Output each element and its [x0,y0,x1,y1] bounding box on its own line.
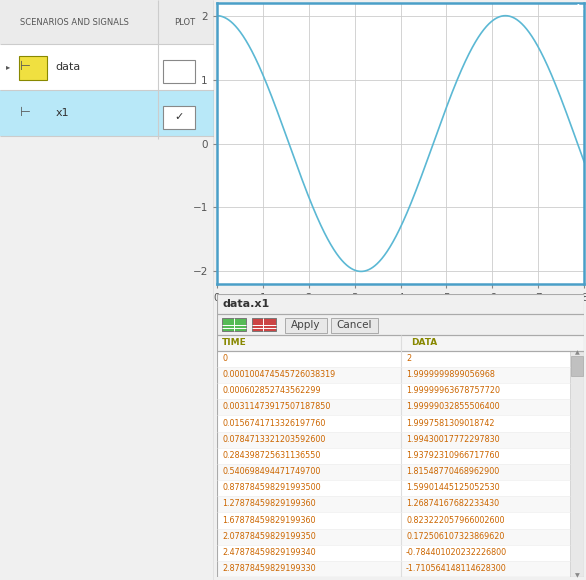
Bar [222,318,246,331]
Bar [331,318,379,332]
Text: 1.81548770468962900: 1.81548770468962900 [406,467,499,476]
Bar [217,335,584,351]
Text: -1.710564148114628300: -1.710564148114628300 [406,564,507,573]
Text: Cancel: Cancel [337,321,372,331]
Text: ▲: ▲ [574,350,580,355]
Text: 0.878784598291993500: 0.878784598291993500 [222,483,321,492]
Text: 1.99999963678757720: 1.99999963678757720 [406,386,500,396]
Text: SCENARIOS AND SIGNALS: SCENARIOS AND SIGNALS [21,17,130,27]
Text: 0: 0 [222,354,227,363]
Bar [217,512,570,528]
Bar [217,294,584,314]
Text: ✓: ✓ [174,112,183,122]
Text: ▼: ▼ [574,573,580,578]
Text: 0.823222057966002600: 0.823222057966002600 [406,516,505,525]
Text: 0.0784713321203592600: 0.0784713321203592600 [222,435,326,444]
Text: PLOT: PLOT [175,17,196,27]
Bar [162,60,195,83]
Bar [19,56,47,80]
Text: 1.59901445125052530: 1.59901445125052530 [406,483,500,492]
Bar [0,44,214,90]
Text: data.x1: data.x1 [222,299,270,309]
Text: x1: x1 [56,107,69,118]
Bar [217,367,570,383]
Bar [217,480,570,496]
Text: 2.07878459829199350: 2.07878459829199350 [222,532,316,541]
Bar [217,464,570,480]
Text: data: data [56,61,81,72]
Text: -0.784401020232226800: -0.784401020232226800 [406,548,507,557]
Text: 0.0156741713326197760: 0.0156741713326197760 [222,419,326,427]
Text: 0.00311473917507187850: 0.00311473917507187850 [222,403,331,411]
Bar [0,90,214,136]
Text: 0.540698494471749700: 0.540698494471749700 [222,467,321,476]
Text: 0.000100474545726038319: 0.000100474545726038319 [222,370,336,379]
Bar [217,561,570,577]
Bar [285,318,327,332]
Text: 1.9999999899056968: 1.9999999899056968 [406,370,495,379]
Bar [217,545,570,561]
Text: 0.284398725631136550: 0.284398725631136550 [222,451,321,460]
Text: 2.87878459829199330: 2.87878459829199330 [222,564,316,573]
Text: 1.26874167682233430: 1.26874167682233430 [406,499,499,509]
Bar [217,528,570,545]
Text: 0.172506107323869620: 0.172506107323869620 [406,532,505,541]
Bar [217,399,570,415]
Bar [217,415,570,432]
Bar [217,351,570,367]
Bar [571,356,583,376]
Bar [162,106,195,129]
Bar [570,351,584,577]
Text: 2.47878459829199340: 2.47878459829199340 [222,548,316,557]
Text: DATA: DATA [411,338,438,347]
Text: 1.67878459829199360: 1.67878459829199360 [222,516,316,525]
Text: +: + [571,2,584,17]
Bar [217,448,570,464]
Bar [217,496,570,512]
Text: ⊢: ⊢ [21,60,31,73]
Text: Apply: Apply [291,321,321,331]
Bar [0,0,214,44]
Bar [217,432,570,448]
Text: 1.93792310966717760: 1.93792310966717760 [406,451,499,460]
Text: 1.99430017772297830: 1.99430017772297830 [406,435,500,444]
Text: 0.000602852743562299: 0.000602852743562299 [222,386,321,396]
Text: 1.27878459829199360: 1.27878459829199360 [222,499,316,509]
Bar [217,383,570,399]
Text: ▸: ▸ [6,62,11,71]
Text: 1.9997581309018742: 1.9997581309018742 [406,419,495,427]
Text: TIME: TIME [222,338,247,347]
Bar [252,318,275,331]
Text: ⊢: ⊢ [21,106,31,119]
Bar [217,314,584,335]
Text: 2: 2 [406,354,411,363]
Text: 1.99999032855506400: 1.99999032855506400 [406,403,500,411]
